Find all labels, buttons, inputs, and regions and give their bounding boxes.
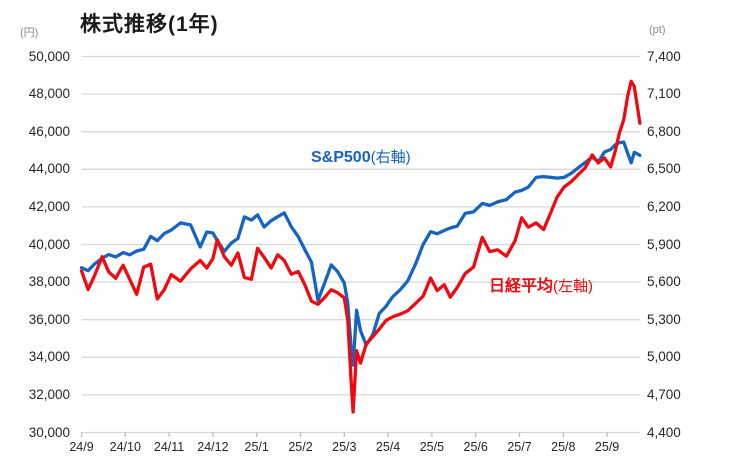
- left-axis-tick-label: 40,000: [28, 236, 70, 252]
- right-axis-tick-label: 5,600: [647, 274, 681, 290]
- sp500-series-label: S&P500(右軸): [311, 146, 411, 167]
- nikkei-series-name: 日経平均: [489, 278, 554, 295]
- x-axis-tick-label: 25/5: [419, 440, 445, 454]
- left-axis-tick-label: 38,000: [28, 274, 70, 290]
- left-axis-tick-label: 48,000: [28, 86, 70, 102]
- x-axis-tick-label: 24/12: [197, 440, 229, 454]
- left-axis-tick-label: 44,000: [28, 161, 70, 177]
- sp500-series-name: S&P500: [311, 149, 371, 166]
- right-axis-tick-label: 4,700: [647, 386, 681, 402]
- right-axis-tick-label: 6,800: [647, 123, 681, 139]
- nikkei-axis-note: (左軸): [553, 278, 594, 295]
- x-axis-tick-label: 24/9: [69, 440, 94, 454]
- left-axis-tick-label: 34,000: [28, 349, 70, 365]
- right-axis-tick-label: 7,100: [647, 86, 681, 102]
- x-axis-tick-label: 25/7: [507, 440, 532, 454]
- left-axis-tick-label: 42,000: [28, 198, 70, 214]
- nikkei-line: [79, 79, 642, 414]
- sp500-line: [79, 140, 642, 367]
- left-axis-tick-label: 32,000: [28, 386, 70, 402]
- sp500-axis-note: (右軸): [370, 149, 411, 166]
- x-axis-tick-label: 25/8: [551, 440, 576, 454]
- x-axis-tick-label: 25/9: [594, 440, 620, 454]
- left-axis-tick-label: 36,000: [28, 311, 70, 327]
- chart-title: 株式推移(1年): [80, 13, 219, 36]
- right-axis-tick-label: 4,400: [647, 424, 681, 440]
- x-axis-tick-label: 24/10: [109, 440, 141, 454]
- x-axis-tick-label: 25/3: [332, 440, 357, 454]
- x-axis-tick-label: 24/11: [153, 440, 185, 454]
- left-axis-tick-label: 50,000: [28, 48, 70, 64]
- left-axis-unit-label: (円): [20, 27, 39, 39]
- right-axis-tick-label: 7,400: [647, 48, 681, 64]
- x-axis-tick-label: 25/4: [375, 440, 401, 454]
- right-axis-tick-label: 6,200: [647, 198, 681, 214]
- x-axis-tick-label: 25/2: [288, 440, 313, 454]
- x-axis-tick-label: 25/1: [244, 440, 269, 454]
- right-axis-tick-label: 5,900: [647, 236, 681, 252]
- left-axis-tick-label: 30,000: [28, 424, 70, 440]
- right-axis-tick-label: 6,500: [647, 161, 681, 177]
- right-axis-tick-label: 5,000: [647, 349, 681, 365]
- right-axis-tick-label: 5,300: [647, 311, 681, 327]
- right-axis-unit-label: (pt): [649, 24, 666, 36]
- left-axis-tick-label: 46,000: [28, 123, 70, 139]
- nikkei-series-label: 日経平均(左軸): [489, 272, 593, 296]
- x-axis-tick-label: 25/6: [463, 440, 488, 454]
